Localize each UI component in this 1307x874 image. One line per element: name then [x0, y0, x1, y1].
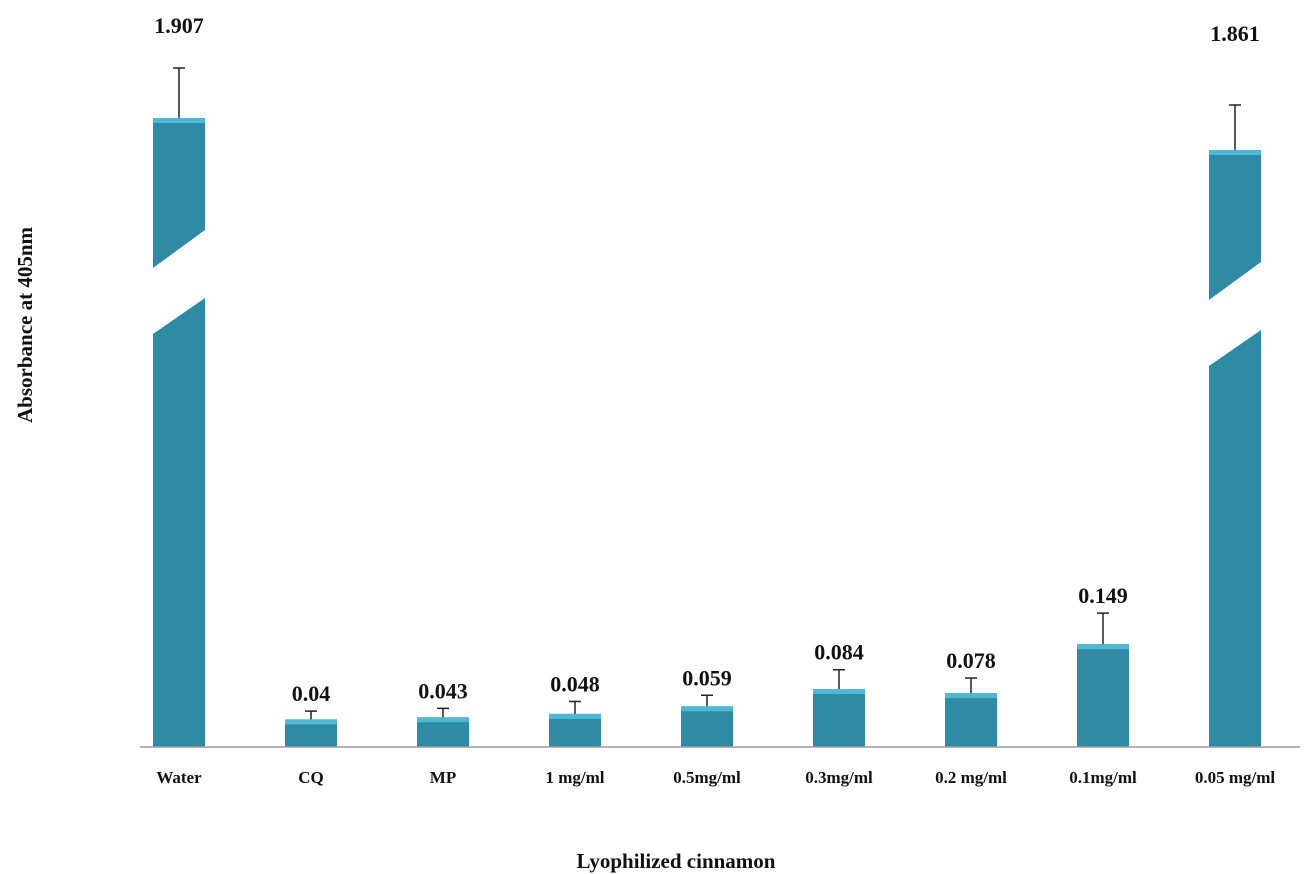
bar-lower-segment [153, 298, 205, 747]
category-label: 0.3mg/ml [805, 768, 873, 787]
category-label: 0.05 mg/ml [1195, 768, 1276, 787]
bar [813, 689, 865, 747]
bar-top-highlight [285, 719, 337, 725]
category-label: CQ [298, 768, 324, 787]
value-label: 1.907 [154, 13, 204, 38]
bars-layer [153, 118, 1261, 747]
value-label: 0.078 [946, 648, 996, 673]
bar-top-highlight [681, 706, 733, 712]
category-labels-layer: Water CQ MP 1 mg/ml 0.5mg/ml 0.3mg/ml 0.2 mg/m… [156, 768, 1275, 787]
bar [1077, 644, 1129, 747]
category-label: Water [156, 768, 202, 787]
category-label: 0.1mg/ml [1069, 768, 1137, 787]
value-labels-layer: 1.907 0.04 0.043 0.048 0.059 0.084 0.078 0.149 1… [154, 13, 1260, 706]
category-label: 0.2 mg/ml [935, 768, 1007, 787]
bar-top-highlight [1077, 644, 1129, 650]
value-label: 0.04 [292, 681, 331, 706]
bar-top-highlight [813, 689, 865, 695]
category-label: 0.5mg/ml [673, 768, 741, 787]
bar-top-highlight [1209, 150, 1261, 155]
x-axis-title: Lyophilized cinnamon [577, 849, 776, 873]
value-label: 0.084 [814, 640, 864, 665]
bar [549, 713, 601, 747]
value-label: 0.043 [418, 678, 468, 703]
error-bars-layer [173, 67, 1241, 720]
y-axis-title: Absorbance at 405nm [13, 226, 37, 423]
value-label: 0.048 [550, 671, 600, 696]
category-label: 1 mg/ml [545, 768, 604, 787]
category-label: MP [430, 768, 456, 787]
value-label: 0.059 [682, 665, 732, 690]
value-label: 0.149 [1078, 583, 1128, 608]
bar-top-highlight [945, 693, 997, 699]
bar-top-highlight [549, 713, 601, 719]
bar-top-highlight [153, 118, 205, 123]
bar-lower-segment [1209, 330, 1261, 747]
bar [681, 706, 733, 747]
value-label: 1.861 [1210, 21, 1260, 46]
bar [945, 693, 997, 747]
bar-top-highlight [417, 717, 469, 723]
bar-upper-segment [153, 118, 205, 268]
bar-upper-segment [1209, 150, 1261, 300]
